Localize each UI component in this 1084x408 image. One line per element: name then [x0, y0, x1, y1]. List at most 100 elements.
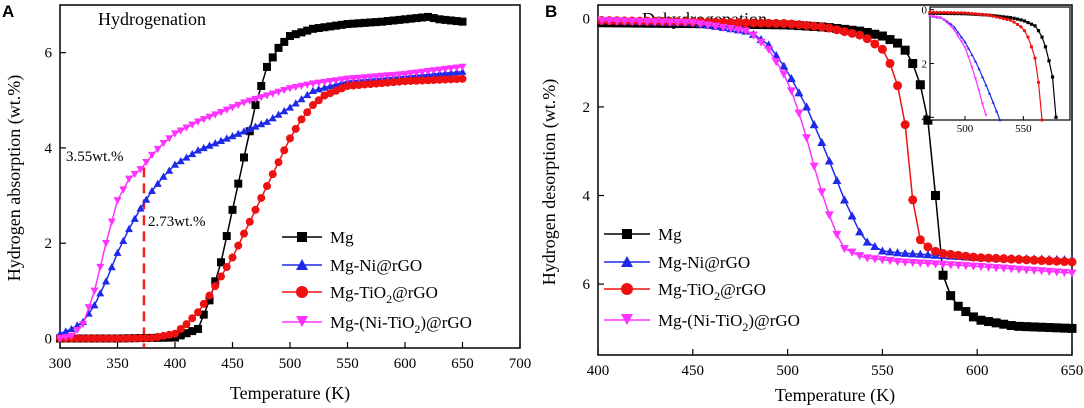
- panel-a-point-mg-ni-tio2-rgo-67: [441, 65, 450, 74]
- panel-b-point-mg-49: [968, 312, 978, 322]
- inset-point-mg-ni-tio2-rgo-15: [980, 102, 985, 106]
- panel-a-point-mg-ni-rgo-40: [286, 103, 294, 111]
- inset-point-mg-tio2-rgo-5: [945, 10, 950, 15]
- panel-a-series-group: [56, 12, 467, 343]
- panel-b-plot-frame: [597, 4, 1073, 356]
- panel-a-point-mg-ni-tio2-rgo-36: [263, 92, 271, 100]
- panel-b-point-mg-ni-tio2-rgo-38: [885, 257, 895, 266]
- panel-a-point-mg-ni-tio2-rgo-10: [113, 197, 122, 205]
- panel-b-point-mg-ni-rgo-38: [885, 247, 895, 256]
- inset-x-tick-label-550: 550: [1015, 123, 1032, 135]
- panel-a-point-mg-ni-tio2-rgo-26: [205, 113, 214, 121]
- panel-b-point-mg-tio2-rgo-23: [771, 18, 781, 28]
- panel-b-x-tick-label-400: 400: [587, 363, 610, 379]
- panel-b-point-mg-tio2-rgo-22: [764, 18, 774, 28]
- panel-a-point-mg-ni-rgo-15: [142, 195, 151, 203]
- panel-a-annotation-355: 3.55wt.%: [66, 149, 124, 165]
- panel-b-point-mg-ni-tio2-rgo-16: [718, 23, 728, 32]
- panel-a-point-mg-59: [395, 15, 404, 24]
- panel-a-point-mg-ni-tio2-rgo-38: [274, 88, 283, 96]
- panel-b-point-mg-tio2-rgo-44: [930, 246, 940, 256]
- panel-a-point-mg-ni-tio2-rgo-20: [171, 130, 179, 138]
- panel-b-point-mg-tio2-rgo-28: [809, 21, 819, 31]
- panel-b-point-mg-ni-tio2-rgo-52: [991, 264, 1001, 273]
- inset-point-mg-ni-tio2-rgo-5: [945, 21, 950, 25]
- panel-a-point-mg-32: [240, 153, 248, 162]
- panel-b-letter: B: [545, 2, 557, 21]
- inset-point-mg-ni-rgo-16: [984, 83, 988, 87]
- panel-b-point-mg-ni-tio2-rgo-39: [893, 257, 903, 267]
- panel-a-point-mg-tio2-rgo-36: [263, 182, 271, 191]
- panel-b-point-mg-ni-tio2-rgo-24: [779, 70, 789, 79]
- panel-a-point-mg-ni-rgo-13: [130, 214, 139, 222]
- panel-b-point-mg-ni-tio2-rgo-0: [597, 16, 607, 26]
- panel-a-point-mg-43: [303, 26, 312, 35]
- inset-point-mg-21: [1001, 15, 1006, 19]
- panel-a-title: Hydrogenation: [98, 9, 206, 29]
- panel-b-point-mg-ni-tio2-rgo-30: [824, 211, 834, 220]
- panel-a-point-mg-tio2-rgo-65: [429, 76, 438, 85]
- inset-point-mg-ni-tio2-rgo-1: [931, 15, 936, 19]
- panel-b-point-mg-ni-tio2-rgo-34: [855, 252, 865, 261]
- panel-b-point-mg-38: [885, 35, 895, 45]
- panel-a-point-mg-tio2-rgo-64: [424, 76, 432, 85]
- panel-a-point-mg-tio2-rgo-32: [240, 229, 248, 238]
- panel-b-point-mg-tio2-rgo-53: [999, 254, 1009, 264]
- inset-point-mg-24: [1012, 16, 1016, 20]
- inset-point-mg-ni-rgo-18: [991, 100, 995, 104]
- panel-b-point-mg-ni-tio2-rgo-31: [832, 230, 842, 239]
- panel-a-point-mg-64: [424, 12, 432, 21]
- panel-a-point-mg-tio2-rgo-37: [268, 170, 277, 179]
- panel-a-point-mg-ni-rgo-28: [217, 136, 225, 144]
- panel-b-point-mg-ni-tio2-rgo-46: [946, 261, 956, 270]
- panel-a-point-mg-tio2-rgo-50: [343, 81, 352, 90]
- panel-b-point-mg-ni-tio2-rgo-36: [870, 255, 880, 264]
- panel-b-point-mg-tio2-rgo-58: [1037, 256, 1047, 266]
- panel-b-point-mg-ni-rgo-30: [824, 156, 834, 165]
- panel-a-point-mg-tio2-rgo-69: [452, 75, 461, 84]
- panel-a-point-mg-65: [429, 14, 438, 23]
- panel-a-point-mg-ni-rgo-32: [240, 127, 248, 135]
- panel-a-point-mg-tio2-rgo-14: [136, 334, 145, 343]
- panel-b-point-mg-ni-tio2-rgo-19: [741, 27, 751, 36]
- panel-a-point-mg-50: [343, 20, 352, 29]
- panel-a-point-mg-tio2-rgo-58: [389, 78, 398, 87]
- panel-a-point-mg-ni-tio2-rgo-52: [355, 74, 363, 82]
- panel-b-point-mg-46: [946, 291, 956, 301]
- panel-a-point-mg-ni-rgo-41: [291, 99, 300, 107]
- inset-point-mg-ni-rgo-10: [963, 40, 967, 44]
- panel-b-point-mg-ni-tio2-rgo-9: [665, 18, 675, 27]
- panel-a-point-mg-tio2-rgo-7: [96, 334, 105, 343]
- panel-b-point-mg-tio2-rgo-56: [1021, 255, 1031, 265]
- panel-b-point-mg-tio2-rgo-38: [885, 58, 895, 68]
- panel-a-x-tick-label-700: 700: [509, 356, 532, 372]
- inset-point-mg-ni-tio2-rgo-13: [973, 77, 978, 81]
- panel-b-point-mg-ni-tio2-rgo-37: [877, 256, 887, 265]
- panel-a-point-mg-ni-tio2-rgo-55: [372, 73, 381, 81]
- panel-a-point-mg-63: [418, 13, 427, 22]
- panel-b-point-mg-ni-tio2-rgo-51: [984, 263, 994, 272]
- panel-b-point-mg-ni-tio2-rgo-55: [1014, 265, 1024, 274]
- panel-a-point-mg-tio2-rgo-10: [113, 334, 122, 343]
- panel-b-point-mg-tio2-rgo-37: [877, 44, 887, 54]
- panel-a-point-mg-tio2-rgo-30: [228, 253, 237, 262]
- legend-label-mg: Mg: [658, 225, 682, 244]
- panel-a-point-mg-70: [458, 17, 467, 26]
- panel-b-point-mg-ni-rgo-42: [915, 249, 925, 258]
- panel-b-point-mg-tio2-rgo-39: [893, 81, 903, 91]
- panel-b-point-mg-37: [877, 31, 887, 41]
- panel-a-point-mg-ni-rgo-16: [148, 186, 156, 194]
- panel-b-x-tick-label-450: 450: [682, 363, 705, 379]
- panel-b-legend: Mg Mg-Ni@rGO Mg-TiO2@rGO Mg-(Ni-TiO2)@rG…: [604, 225, 800, 334]
- panel-a-point-mg-38: [274, 43, 283, 52]
- panel-b-point-mg-ni-rgo-40: [900, 248, 910, 257]
- panel-a-point-mg-tio2-rgo-59: [395, 77, 404, 86]
- panel-a-point-mg-ni-rgo-6: [90, 301, 99, 309]
- panel-a-point-mg-tio2-rgo-66: [435, 75, 444, 84]
- panel-a-point-mg-ni-rgo-19: [165, 166, 174, 174]
- legend-marker-triangle-up: [621, 256, 633, 267]
- panel-a-point-mg-ni-rgo-21: [176, 157, 185, 165]
- panel-b-point-mg-tio2-rgo-20: [748, 18, 758, 28]
- legend-label-mg: Mg: [330, 228, 354, 247]
- panel-a-y-tick-label-2: 2: [45, 236, 53, 252]
